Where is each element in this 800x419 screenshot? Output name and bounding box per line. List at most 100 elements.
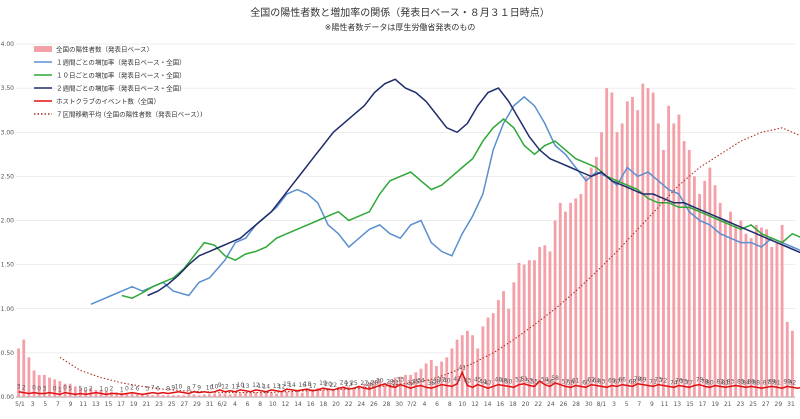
data-label: 31 [391, 379, 399, 386]
bar [321, 389, 325, 397]
data-label: 35 [412, 378, 420, 385]
bar [749, 238, 753, 397]
data-label: 29 [386, 378, 394, 385]
bar [729, 211, 732, 397]
bar [574, 198, 578, 397]
bar [58, 381, 62, 397]
data-label: 14 [288, 382, 296, 389]
bar-series [17, 83, 794, 398]
bar [754, 224, 758, 397]
data-label: 5 [79, 385, 83, 392]
bar [326, 388, 330, 397]
bar [667, 105, 671, 398]
bar [383, 383, 387, 397]
data-label: 3 [17, 384, 21, 391]
bar [192, 394, 196, 397]
data-label: 88 [752, 379, 760, 386]
data-label: 2 [130, 385, 134, 392]
x-tick-label: 16 [496, 401, 504, 408]
data-label: 61 [572, 378, 580, 385]
bar [233, 393, 237, 397]
series-line [59, 127, 800, 394]
data-label: 44 [479, 378, 487, 385]
bar [692, 176, 696, 397]
bar [275, 393, 278, 397]
y-tick-label: 1.00 [1, 306, 15, 313]
y-axis: 0.00 0.50 1.00 1.50 2.00 2.50 3.00 3.50 4.00 [1, 41, 15, 401]
bar [775, 242, 779, 397]
bar [388, 381, 392, 397]
data-label: 46 [495, 377, 503, 384]
x-tick-label: 17 [117, 401, 125, 408]
bar [342, 386, 346, 397]
x-axis: 5/1 3 5 7 9 11 13 15 17 19 21 23 25 27 29 31 6/2 4 6 8 10 12 1… [15, 401, 795, 408]
bar [708, 167, 712, 397]
bar [672, 123, 676, 398]
y-tick-label: 3.00 [1, 129, 15, 136]
data-label: 20 [324, 381, 332, 388]
x-tick-label: 21 [143, 401, 151, 408]
data-label: 9 [166, 385, 170, 392]
data-label: 68 [629, 378, 637, 385]
x-tick-label: 31 [787, 401, 795, 408]
bar [471, 335, 474, 397]
data-label: 15 [283, 381, 291, 388]
data-label: 25 [350, 380, 358, 387]
data-label: 77 [685, 379, 693, 386]
bar [424, 363, 428, 397]
bar [579, 194, 583, 397]
data-label: 57 [562, 378, 570, 385]
data-label: 10 [237, 382, 245, 389]
x-tick-label: 4 [233, 401, 237, 408]
bar [533, 260, 536, 397]
bar [605, 88, 609, 397]
x-tick-label: 6 [435, 401, 439, 408]
bar [306, 389, 309, 397]
bar [249, 392, 253, 397]
x-tick-label: 19 [130, 401, 138, 408]
x-tick-label: 16 [307, 401, 315, 408]
series-line [90, 95, 800, 305]
x-tick-label: 23 [155, 401, 163, 408]
bar [228, 394, 232, 397]
bar [63, 383, 67, 397]
data-label: 12 [278, 384, 286, 391]
bar [213, 393, 217, 397]
data-label: 10 [211, 384, 219, 391]
bar [517, 262, 521, 397]
bar [615, 132, 619, 397]
bar [409, 374, 413, 397]
x-tick-label: 7 [56, 401, 60, 408]
data-label: 9 [197, 385, 201, 392]
x-tick-label: 11 [661, 401, 669, 408]
bar [264, 391, 268, 397]
data-label: 16 [299, 382, 307, 389]
data-label: 91 [773, 379, 781, 386]
data-label: 24 [340, 379, 348, 386]
x-tick-label: 30 [395, 401, 403, 408]
bar [723, 220, 727, 397]
data-label: 75 [680, 378, 688, 385]
data-label: 0 [37, 385, 41, 392]
bar [538, 246, 542, 397]
series-line [18, 370, 800, 396]
data-label: 80 [706, 379, 714, 386]
bar [558, 202, 562, 397]
legend: 全国の陽性者数（発表日ベース） １週間ごとの増加率（発表日ベース・全国） １０日ごと… [34, 45, 203, 119]
data-label: 85 [737, 378, 745, 385]
x-tick-label: 22 [345, 401, 353, 408]
bar [202, 394, 206, 397]
x-tick-label: 6/2 [217, 401, 227, 408]
data-label: 0 [125, 385, 129, 392]
data-label: 0 [53, 385, 57, 392]
bar [79, 388, 82, 397]
data-label: 84 [742, 379, 750, 386]
data-label: 12 [252, 382, 260, 389]
data-label: 73 [654, 377, 662, 384]
bar [187, 394, 191, 397]
data-label: 14 [262, 384, 270, 391]
bar [89, 388, 93, 397]
data-label: 17 [309, 383, 317, 390]
legend-label: 全国の陽性者数（発表日ベース） [56, 45, 153, 54]
